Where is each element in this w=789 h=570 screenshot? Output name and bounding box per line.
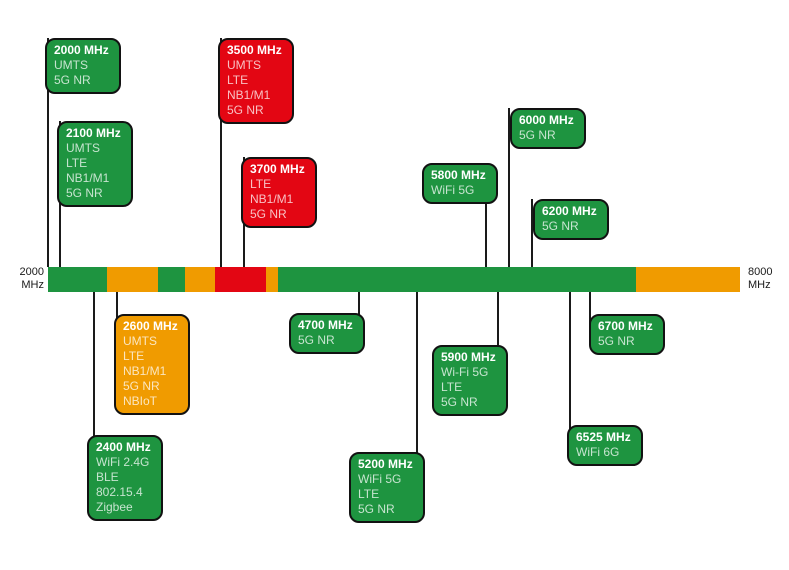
callout-tech-line: 802.15.4 [96,485,143,499]
callout-5200: 5200 MHz WiFi 5G LTE 5G NR [349,452,425,523]
callout-tech-line: BLE [96,470,119,484]
callout-2100: 2100 MHz UMTS LTE NB1/M1 5G NR [57,121,133,207]
bar-segment-2000-2510 [48,267,107,292]
callout-tech-line: UMTS [66,141,100,155]
callout-tech-line: UMTS [123,334,157,348]
callout-tech-line: WiFi 5G [358,472,402,486]
bar-segment-3990-7100 [277,267,637,292]
callout-tech-line: NB1/M1 [227,88,271,102]
callout-tech-line: 5G NR [542,219,579,233]
callout-title: 3700 MHz [250,162,305,176]
callout-tech-line: NB1/M1 [250,192,294,206]
bar-segment-2510-2950 [106,267,158,292]
leader-line-6000 [508,108,511,267]
callout-6700: 6700 MHz 5G NR [589,314,665,355]
leader-line-5200 [416,292,419,472]
callout-tech-line: UMTS [54,58,88,72]
callout-title: 2400 MHz [96,440,151,454]
callout-title: 2100 MHz [66,126,121,140]
callout-tech-line: LTE [441,380,463,394]
callout-5900: 5900 MHz Wi-Fi 5G LTE 5G NR [432,345,508,416]
callout-5800: 5800 MHz WiFi 5G [422,163,498,204]
callout-3500: 3500 MHz UMTS LTE NB1/M1 5G NR [218,38,294,124]
callout-tech-line: LTE [250,177,272,191]
callout-tech-line: LTE [358,487,380,501]
callout-title: 5200 MHz [358,457,413,471]
bar-segment-3890-3990 [265,267,278,292]
callout-tech-line: WiFi 2.4G [96,455,150,469]
leader-line-2000 [47,38,49,267]
callout-title: 5800 MHz [431,168,486,182]
callout-title: 3500 MHz [227,43,282,57]
callout-4700: 4700 MHz 5G NR [289,313,365,354]
callout-tech-line: UMTS [227,58,261,72]
callout-title: 6700 MHz [598,319,653,333]
callout-tech-line: 5G NR [598,334,635,348]
callout-6000: 6000 MHz 5G NR [510,108,586,149]
leader-line-6525 [568,292,571,445]
callout-tech-line: LTE [227,73,249,87]
callout-tech-line: NB1/M1 [123,364,167,378]
callout-tech-line: 5G NR [519,128,556,142]
callout-tech-line: 5G NR [66,186,103,200]
bar-segment-3190-3450 [185,267,216,292]
bar-segment-3450-3890 [215,267,266,292]
callout-title: 5900 MHz [441,350,496,364]
callout-2400: 2400 MHz WiFi 2.4G BLE 802.15.4 Zigbee [87,435,163,521]
leader-line-5900 [496,292,499,365]
callout-tech-line: 5G NR [358,502,395,516]
callout-tech-line: NBIoT [123,394,158,408]
axis-label-left-value: 2000 [19,266,44,278]
leader-line-6700 [589,292,592,334]
callout-tech-line: Wi-Fi 5G [441,365,489,379]
leader-line-2400 [93,292,96,455]
bar-segment-7100-8000 [636,267,740,292]
bar-segment-2950-3190 [157,267,186,292]
axis-label-left: 2000 MHz [0,266,44,292]
axis-label-right-value: 8000 [748,266,773,278]
leader-line-6200 [531,199,534,267]
callout-tech-line: 5G NR [227,103,264,117]
callout-title: 2000 MHz [54,43,109,57]
axis-label-left-unit: MHz [21,279,44,291]
callout-2000: 2000 MHz UMTS 5G NR [45,38,121,94]
callout-title: 6000 MHz [519,113,574,127]
leader-line-5800 [485,163,488,267]
callout-6200: 6200 MHz 5G NR [533,199,609,240]
callout-tech-line: WiFi 6G [576,445,620,459]
callout-3700: 3700 MHz LTE NB1/M1 5G NR [241,157,317,228]
axis-label-right: 8000 MHz [748,266,789,292]
axis-label-right-unit: MHz [748,279,771,291]
callout-title: 6200 MHz [542,204,597,218]
callout-2600: 2600 MHz UMTS LTE NB1/M1 5G NR NBIoT [114,314,190,415]
callout-tech-line: 5G NR [250,207,287,221]
callout-title: 6525 MHz [576,430,631,444]
callout-tech-line: 5G NR [441,395,478,409]
callout-tech-line: LTE [66,156,88,170]
callout-tech-line: 5G NR [123,379,160,393]
callout-tech-line: NB1/M1 [66,171,110,185]
leader-line-4700 [358,292,361,333]
callout-tech-line: 5G NR [298,333,335,347]
leader-line-3500 [220,38,222,267]
callout-tech-line: 5G NR [54,73,91,87]
callout-tech-line: WiFi 5G [431,183,475,197]
callout-title: 2600 MHz [123,319,178,333]
spectrum-bar [48,267,740,292]
callout-title: 4700 MHz [298,318,353,332]
callout-6525: 6525 MHz WiFi 6G [567,425,643,466]
leader-line-2600 [116,292,119,334]
callout-tech-line: Zigbee [96,500,133,514]
callout-tech-line: LTE [123,349,145,363]
